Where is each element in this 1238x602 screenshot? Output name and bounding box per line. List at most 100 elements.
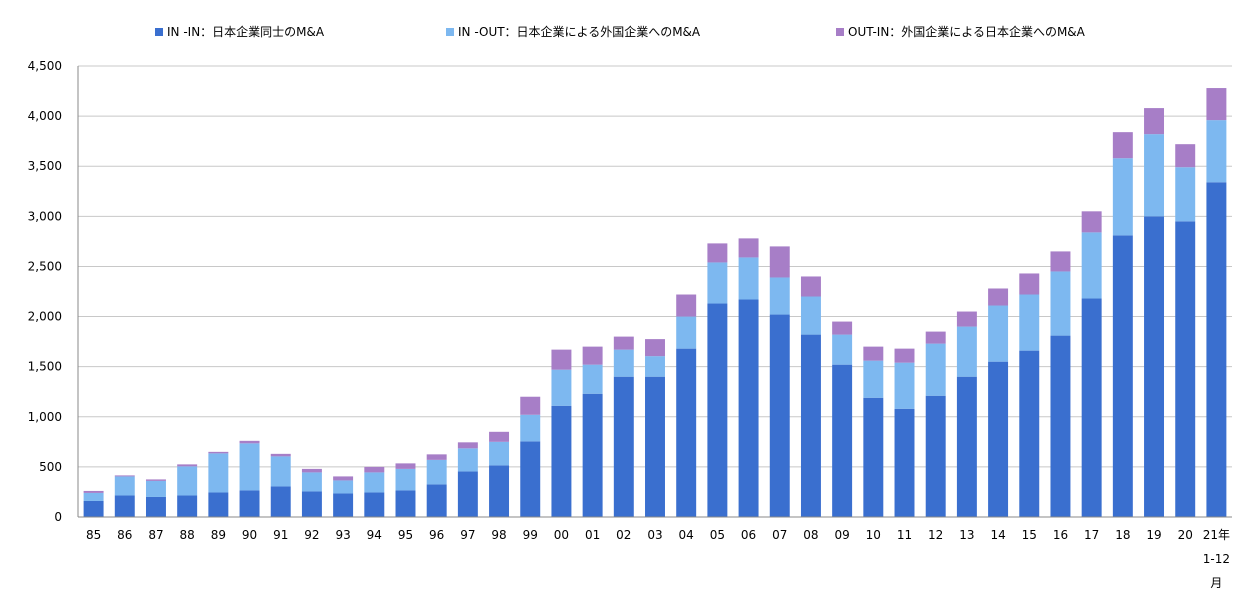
y-tick-label: 4,500 xyxy=(28,59,62,73)
bar-segment-2 xyxy=(894,362,915,409)
bar-segment-2 xyxy=(707,262,728,304)
bars xyxy=(83,88,1227,517)
x-tick-label: 11 xyxy=(897,528,912,542)
x-tick-label: 93 xyxy=(335,528,350,542)
bar-segment-1 xyxy=(988,361,1009,517)
x-tick-label: 00 xyxy=(554,528,569,542)
bar-segment-2 xyxy=(800,296,821,335)
bar-segment-1 xyxy=(832,364,853,517)
x-tick-label: 91 xyxy=(273,528,288,542)
bar-segment-1 xyxy=(645,376,665,517)
x-tick-label: 18 xyxy=(1115,528,1130,542)
bar-segment-3 xyxy=(270,453,291,457)
bar-segment-1 xyxy=(177,495,198,517)
x-tick-label: 01 xyxy=(585,528,600,542)
bar-segment-2 xyxy=(457,448,478,472)
bar-segment-1 xyxy=(1019,350,1040,517)
bar-segment-1 xyxy=(520,441,541,517)
bar-segment-1 xyxy=(1144,216,1165,517)
bar-segment-1 xyxy=(489,465,510,517)
legend-swatch xyxy=(155,28,163,36)
bar-segment-2 xyxy=(1206,120,1227,183)
bar-segment-2 xyxy=(863,360,884,398)
bar-segment-2 xyxy=(1019,294,1040,351)
x-tick-label: 86 xyxy=(117,528,132,542)
x-tick-label: 09 xyxy=(834,528,849,542)
bar-segment-1 xyxy=(270,486,291,517)
x-tick-label: 21年 xyxy=(1203,528,1230,542)
bar-segment-2 xyxy=(1175,167,1196,222)
x-tick-label: 12 xyxy=(928,528,943,542)
bar-segment-3 xyxy=(395,463,416,469)
legend-swatch xyxy=(446,28,454,36)
x-tick-label: 16 xyxy=(1053,528,1068,542)
bar-segment-1 xyxy=(1206,182,1227,517)
bar-segment-2 xyxy=(489,441,510,466)
x-axis: 85 86 87 88 89 90 91 92 93 94 95 96 97 98 99 00 01 02 03 04… xyxy=(78,516,1232,590)
bar-segment-3 xyxy=(800,276,821,297)
bar-segment-2 xyxy=(956,326,977,377)
x-tick-label: 15 xyxy=(1022,528,1037,542)
bar-segment-3 xyxy=(956,311,977,327)
bar-segment-3 xyxy=(177,464,198,467)
y-tick-label: 1,500 xyxy=(28,360,62,374)
bar-segment-2 xyxy=(208,453,229,493)
bar-segment-2 xyxy=(83,492,104,501)
bar-segment-3 xyxy=(114,475,135,477)
bar-segment-2 xyxy=(520,414,541,442)
x-tick-label: 85 xyxy=(86,528,101,542)
bar-segment-2 xyxy=(1144,134,1165,217)
bar-segment-1 xyxy=(863,397,884,517)
x-tick-label: 92 xyxy=(304,528,319,542)
bar-segment-2 xyxy=(832,334,853,365)
x-tick-label: 04 xyxy=(679,528,694,542)
bar-segment-2 xyxy=(988,305,1009,362)
x-tick-label: 10 xyxy=(866,528,881,542)
bar-segment-2 xyxy=(645,356,665,377)
y-axis: 0 500 1,000 1,500 2,000 2,500 3,000 3,500 4,000 4… xyxy=(28,59,79,524)
bar-segment-1 xyxy=(457,471,478,517)
x-tick-label: 17 xyxy=(1084,528,1099,542)
bar-segment-3 xyxy=(489,431,510,442)
bar-segment-1 xyxy=(738,299,759,517)
bar-segment-3 xyxy=(1050,251,1071,272)
legend-label: IN -OUT：日本企業による外国企業へのM&A xyxy=(458,24,701,39)
bar-segment-2 xyxy=(613,349,634,377)
x-tick-label: 96 xyxy=(429,528,444,542)
bar-segment-1 xyxy=(1112,235,1133,517)
x-tick-label: 89 xyxy=(211,528,226,542)
x-tick-label: 08 xyxy=(803,528,818,542)
bar-segment-3 xyxy=(707,243,728,263)
bar-segment-2 xyxy=(738,257,759,300)
bar-segment-3 xyxy=(1144,108,1165,135)
x-tick-label: 99 xyxy=(523,528,538,542)
bar-segment-3 xyxy=(1019,273,1040,295)
bar-segment-1 xyxy=(925,395,946,517)
bar-segment-3 xyxy=(333,476,354,481)
bar-segment-2 xyxy=(177,466,198,496)
bar-segment-2 xyxy=(551,369,572,406)
x-tick-label: 13 xyxy=(959,528,974,542)
bar-segment-1 xyxy=(1050,335,1071,517)
x-tick-label: 94 xyxy=(367,528,382,542)
bar-segment-1 xyxy=(114,495,135,517)
bar-segment-3 xyxy=(520,396,541,415)
y-tick-label: 3,500 xyxy=(28,159,62,173)
x-tick-label: 14 xyxy=(990,528,1005,542)
bar-segment-3 xyxy=(457,442,478,449)
legend: IN -IN：日本企業同士のM&A IN -OUT：日本企業による外国企業へのM&… xyxy=(155,24,1086,39)
bar-segment-2 xyxy=(145,480,166,497)
bar-segment-1 xyxy=(301,491,322,517)
bar-segment-1 xyxy=(1175,221,1196,517)
bar-segment-3 xyxy=(832,321,853,335)
bar-segment-3 xyxy=(676,294,697,317)
bar-segment-3 xyxy=(364,466,385,473)
y-tick-label: 1,000 xyxy=(28,410,62,424)
x-tick-label: 06 xyxy=(741,528,756,542)
x-tick-label: 98 xyxy=(491,528,506,542)
x-tick-label: 19 xyxy=(1146,528,1161,542)
x-tick-label: 95 xyxy=(398,528,413,542)
bar-segment-1 xyxy=(551,405,572,517)
bar-segment-3 xyxy=(613,336,634,350)
